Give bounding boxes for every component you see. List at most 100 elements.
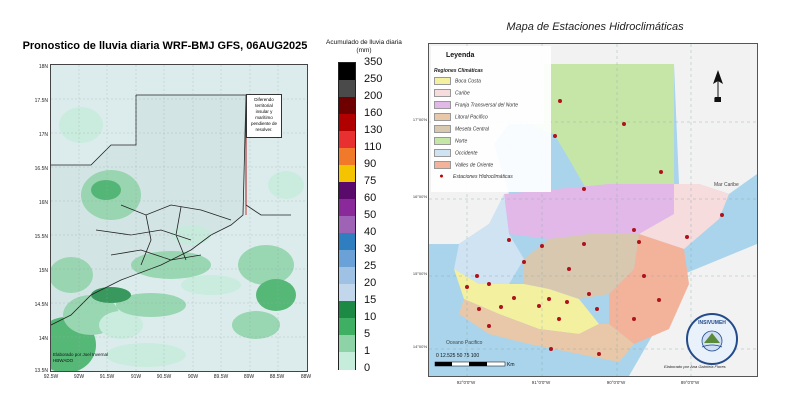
lon-tick: 92°0'0"W (456, 380, 476, 385)
map-author: Elaborado por Ana Gabriela Flores (664, 364, 726, 369)
scale-bar (434, 361, 506, 367)
legend-label: Litoral Pacífico (455, 114, 488, 121)
colorbar-segment (339, 80, 355, 98)
lon-tick: 89°0'0"W (680, 380, 700, 385)
legend-item-stations: ● Estaciones Hidroclimáticas (434, 172, 513, 181)
sea-label: Mar Caribe (714, 182, 739, 188)
legend-label: Norte (455, 138, 468, 145)
legend-item-valles: Valles de Oriente (434, 161, 493, 169)
lat-tick: 16°00'N (412, 194, 427, 199)
lat-tick: 16.5N (34, 166, 48, 172)
lat-tick: 13.5N (34, 368, 48, 374)
colorbar-label: 10 (364, 311, 377, 323)
colorbar-label: 90 (364, 158, 377, 170)
insivumeh-seal-icon: INSIVUMEH (686, 313, 738, 365)
legend-label: Caribe (455, 90, 470, 97)
colorbar-segment (339, 131, 355, 149)
legend-subtitle: Regiones Climáticas (434, 68, 483, 74)
legend-label: Valles de Oriente (455, 162, 494, 169)
lon-tick: 89W (243, 374, 255, 380)
legend-item-occidente: Occidente (434, 149, 478, 157)
colorbar-segment (339, 301, 355, 319)
lon-tick: 90W (187, 374, 199, 380)
seal-text: INSIVUMEH (698, 320, 726, 326)
lon-tick: 90°0'0"W (606, 380, 626, 385)
legend-item-caribe: Caribe (434, 89, 470, 97)
legend-swatch (434, 161, 451, 169)
legend-item-norte: Norte (434, 137, 467, 145)
lat-tick: 15N (38, 268, 48, 274)
colorbar-segment (339, 165, 355, 183)
colorbar-segment (339, 97, 355, 115)
colorbar-segment (339, 114, 355, 132)
lat-tick: 15.5N (34, 234, 48, 240)
colorbar-segment (339, 216, 355, 234)
colorbar-label: 250 (364, 73, 383, 85)
north-label: N (714, 98, 719, 104)
legend-item-meseta: Meseta Central (434, 125, 489, 133)
colorbar-label: 130 (364, 124, 383, 136)
forecast-map-title: Pronostico de lluvia diaria WRF-BMJ GFS,… (22, 40, 308, 52)
colorbar-segment (339, 318, 355, 336)
lon-tick: 91W (130, 374, 142, 380)
lon-tick: 91.5W (99, 374, 115, 380)
colorbar-segment (339, 63, 355, 81)
legend-swatch (434, 101, 451, 109)
ocean-label: Oceano Pacifico (446, 340, 483, 346)
legend-swatch (434, 77, 451, 85)
rainfall-colorbar (338, 62, 356, 370)
scale-numbers: 0 12.525 50 75 100 (436, 353, 480, 359)
lat-tick: 14.5N (34, 302, 48, 308)
lon-tick: 90.5W (156, 374, 172, 380)
colorbar-label: 50 (364, 209, 377, 221)
legend-label: Estaciones Hidroclimáticas (453, 174, 513, 180)
colorbar-label: 1 (364, 345, 371, 357)
colorbar-label: 25 (364, 260, 377, 272)
lon-tick: 89.5W (213, 374, 229, 380)
territorial-dispute-note: Diferendo territorial insular y marítimo… (246, 94, 282, 138)
legend-item-boca-costa: Boca Costa (434, 77, 481, 85)
colorbar-segment (339, 267, 355, 285)
lon-tick: 92W (73, 374, 85, 380)
colorbar-segment (339, 199, 355, 217)
legend-label: Meseta Central (455, 126, 489, 133)
colorbar-label: 60 (364, 192, 377, 204)
legend-item-litoral: Litoral Pacífico (434, 113, 488, 121)
colorbar-label: 15 (364, 294, 377, 306)
lat-tick: 17N (38, 132, 48, 138)
colorbar-segment (339, 148, 355, 166)
map-legend (431, 46, 551, 192)
colorbar-label: 0 (364, 362, 371, 374)
scale-unit: Km (507, 362, 515, 368)
lon-tick: 92.5W (43, 374, 59, 380)
legend-label: Boca Costa (455, 78, 481, 85)
legend-swatch (434, 137, 451, 145)
colorbar-segment (339, 182, 355, 200)
legend-swatch (434, 89, 451, 97)
legend-item-franja: Franja Transversal del Norte (434, 101, 518, 109)
legend-label: Occidente (455, 150, 478, 157)
legend-swatch (434, 149, 451, 157)
lon-tick: 88W (300, 374, 312, 380)
lat-tick: 17.5N (34, 98, 48, 104)
legend-title: Leyenda (446, 52, 475, 59)
lat-tick: 14°00'N (412, 344, 427, 349)
colorbar-segment (339, 335, 355, 353)
colorbar-segment (339, 233, 355, 251)
lat-tick: 18N (38, 64, 48, 70)
lon-tick: 91°0'0"W (531, 380, 551, 385)
colorbar-label: 350 (364, 56, 383, 68)
colorbar-label: 200 (364, 90, 383, 102)
station-dot-icon: ● (439, 172, 444, 180)
colorbar-label: 20 (364, 277, 377, 289)
colorbar-label: 40 (364, 226, 377, 238)
colorbar-label: 75 (364, 175, 377, 187)
north-arrow-shape (713, 70, 723, 102)
colorbar-label: 30 (364, 243, 377, 255)
colorbar-label: 5 (364, 328, 371, 340)
lon-tick: 88.5W (269, 374, 285, 380)
colorbar-segment (339, 284, 355, 302)
north-arrow-icon (712, 70, 724, 104)
lat-tick: 17°00'N (412, 117, 427, 122)
lat-tick: 15°00'N (412, 271, 427, 276)
